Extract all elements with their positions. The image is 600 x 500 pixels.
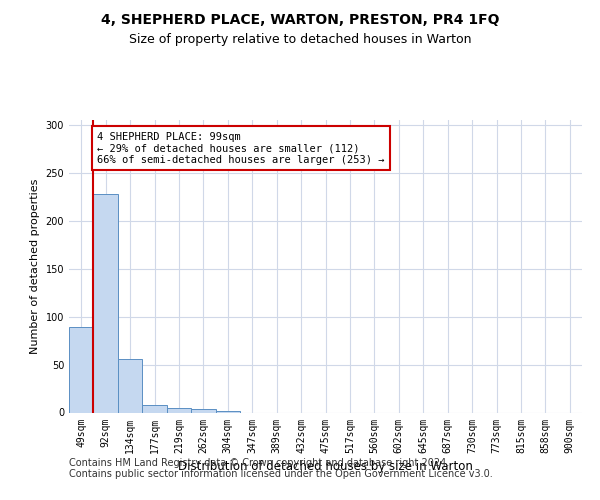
Text: Size of property relative to detached houses in Warton: Size of property relative to detached ho… [129,32,471,46]
Text: 4 SHEPHERD PLACE: 99sqm
← 29% of detached houses are smaller (112)
66% of semi-d: 4 SHEPHERD PLACE: 99sqm ← 29% of detache… [97,132,385,164]
Bar [94,194,118,412]
X-axis label: Distribution of detached houses by size in Warton: Distribution of detached houses by size … [178,460,473,472]
Bar [69,327,94,412]
Bar [118,359,142,412]
Y-axis label: Number of detached properties: Number of detached properties [30,178,40,354]
Bar [167,408,191,412]
Bar [191,408,215,412]
Text: 4, SHEPHERD PLACE, WARTON, PRESTON, PR4 1FQ: 4, SHEPHERD PLACE, WARTON, PRESTON, PR4 … [101,12,499,26]
Bar [142,405,167,412]
Bar [215,410,240,412]
Text: Contains HM Land Registry data © Crown copyright and database right 2024.
Contai: Contains HM Land Registry data © Crown c… [69,458,493,479]
